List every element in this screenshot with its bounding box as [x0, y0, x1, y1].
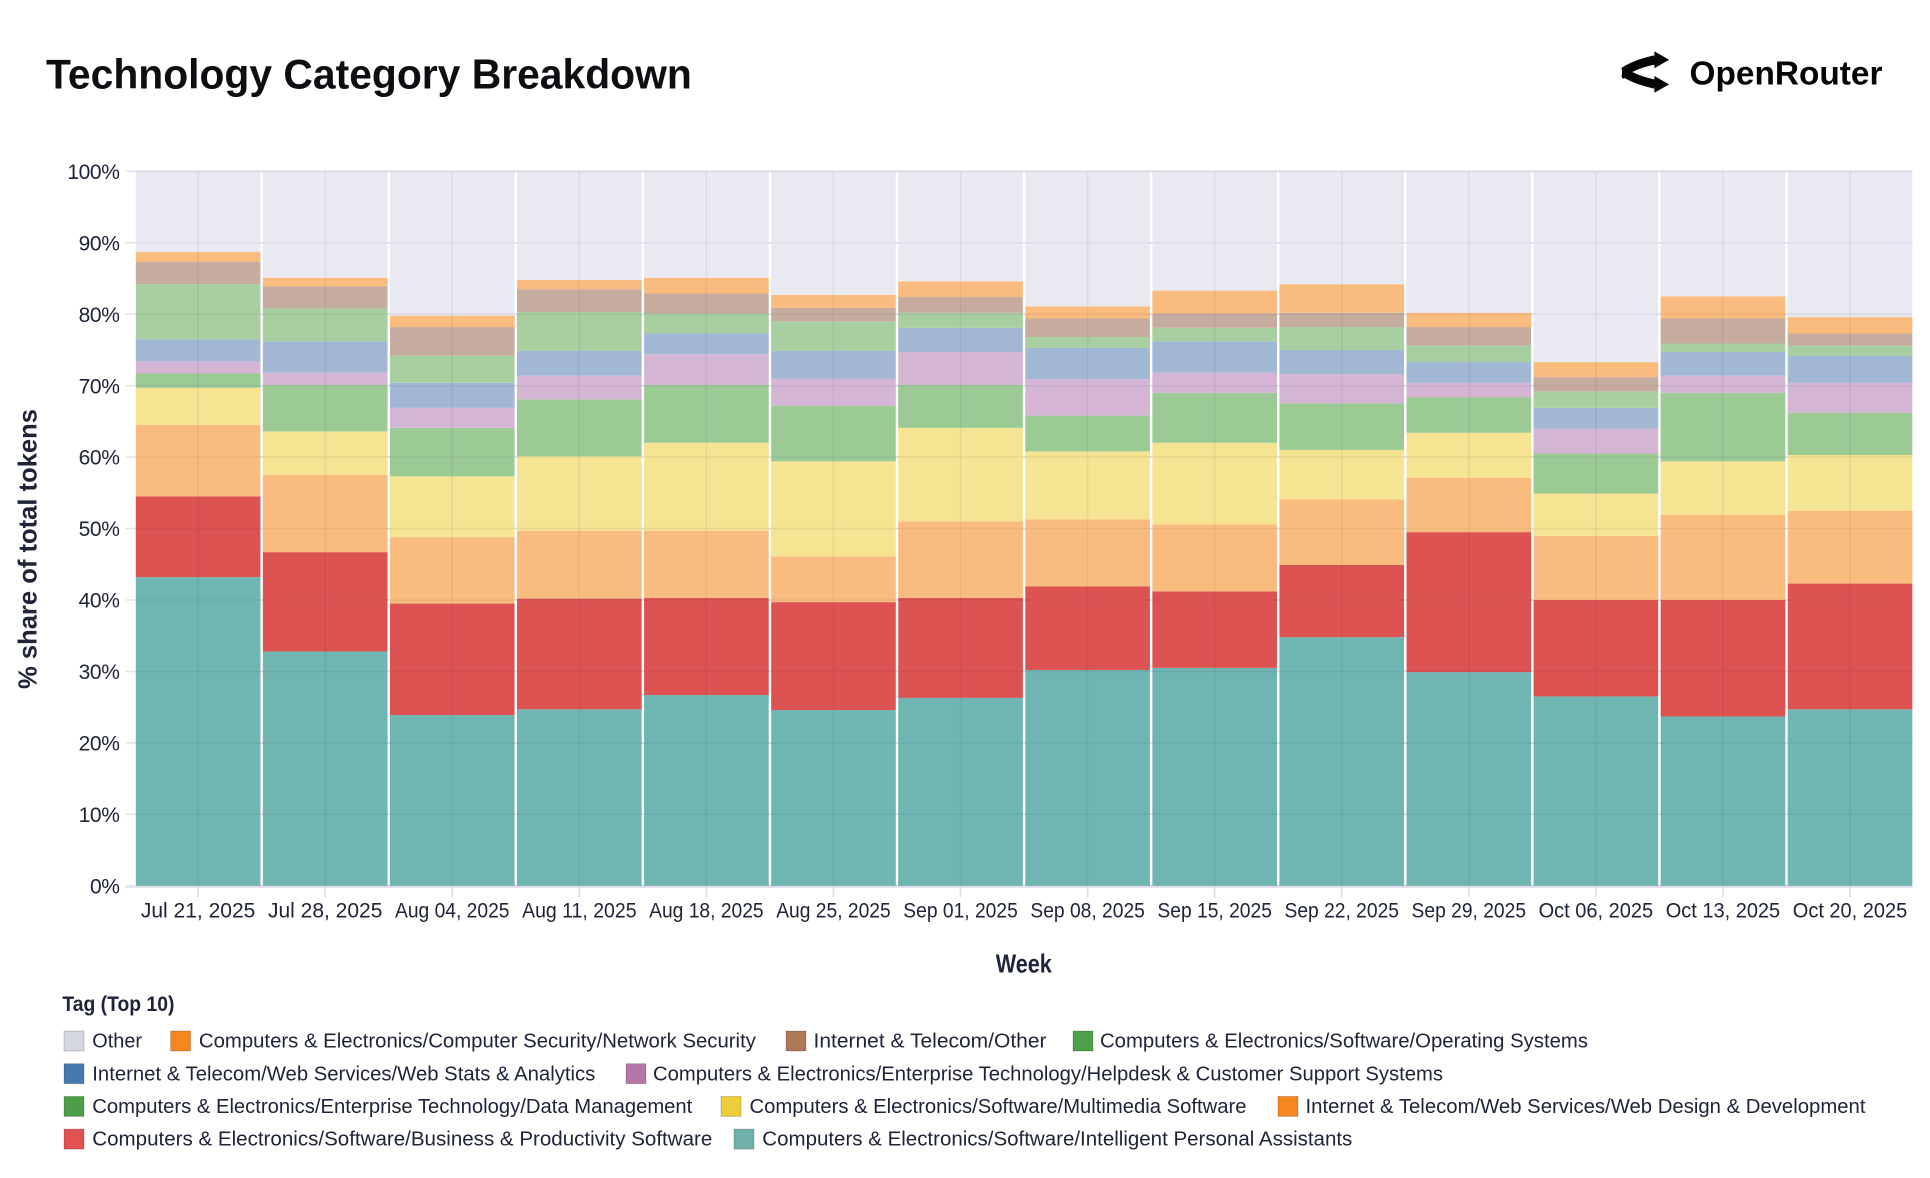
svg-text:20%: 20%: [79, 733, 120, 756]
svg-text:Computers & Electronics/Softwa: Computers & Electronics/Software/Intelli…: [762, 1129, 1352, 1151]
svg-text:Computers & Electronics/Softwa: Computers & Electronics/Software/Multime…: [750, 1096, 1247, 1118]
svg-text:Tag (Top 10): Tag (Top 10): [62, 993, 174, 1016]
svg-text:OpenRouter: OpenRouter: [1690, 56, 1883, 93]
svg-text:0%: 0%: [90, 875, 120, 898]
svg-text:Jul 28, 2025: Jul 28, 2025: [268, 899, 383, 923]
svg-text:% share of total tokens: % share of total tokens: [13, 409, 43, 689]
svg-text:Computers & Electronics/Softwa: Computers & Electronics/Software/Busines…: [92, 1129, 712, 1151]
svg-text:Aug 11, 2025: Aug 11, 2025: [522, 899, 637, 923]
svg-text:80%: 80%: [79, 304, 120, 327]
svg-text:Sep 08, 2025: Sep 08, 2025: [1030, 899, 1145, 923]
svg-text:30%: 30%: [79, 661, 120, 684]
svg-text:Sep 01, 2025: Sep 01, 2025: [903, 899, 1018, 923]
svg-text:90%: 90%: [79, 232, 120, 255]
svg-text:Sep 22, 2025: Sep 22, 2025: [1284, 899, 1399, 923]
svg-text:Computers & Electronics/Enterp: Computers & Electronics/Enterprise Techn…: [653, 1063, 1443, 1085]
svg-text:Internet & Telecom/Other: Internet & Telecom/Other: [814, 1031, 1047, 1053]
svg-text:Aug 25, 2025: Aug 25, 2025: [776, 899, 891, 923]
svg-text:Oct 13, 2025: Oct 13, 2025: [1666, 899, 1781, 923]
svg-text:10%: 10%: [79, 804, 120, 827]
svg-text:Aug 04, 2025: Aug 04, 2025: [395, 899, 510, 923]
svg-text:Computers & Electronics/Enterp: Computers & Electronics/Enterprise Techn…: [92, 1096, 692, 1118]
svg-text:Technology Category Breakdown: Technology Category Breakdown: [46, 50, 692, 97]
svg-text:Jul 21, 2025: Jul 21, 2025: [141, 899, 256, 923]
svg-text:Sep 15, 2025: Sep 15, 2025: [1157, 899, 1272, 923]
svg-text:70%: 70%: [79, 375, 120, 398]
svg-text:Sep 29, 2025: Sep 29, 2025: [1412, 899, 1527, 923]
svg-text:Week: Week: [996, 948, 1052, 978]
svg-text:Oct 06, 2025: Oct 06, 2025: [1539, 899, 1654, 923]
svg-text:Aug 18, 2025: Aug 18, 2025: [649, 899, 764, 923]
svg-text:Internet & Telecom/Web Service: Internet & Telecom/Web Services/Web Stat…: [92, 1063, 595, 1085]
svg-text:Other: Other: [92, 1031, 142, 1053]
svg-text:40%: 40%: [79, 590, 120, 613]
svg-text:Computers & Electronics/Softwa: Computers & Electronics/Software/Operati…: [1100, 1031, 1588, 1053]
svg-text:100%: 100%: [67, 161, 119, 184]
svg-text:50%: 50%: [79, 518, 120, 541]
svg-text:Internet & Telecom/Web Service: Internet & Telecom/Web Services/Web Desi…: [1306, 1096, 1866, 1118]
svg-text:60%: 60%: [79, 447, 120, 470]
svg-text:Computers & Electronics/Comput: Computers & Electronics/Computer Securit…: [199, 1031, 756, 1053]
svg-text:Oct 20, 2025: Oct 20, 2025: [1793, 899, 1908, 923]
